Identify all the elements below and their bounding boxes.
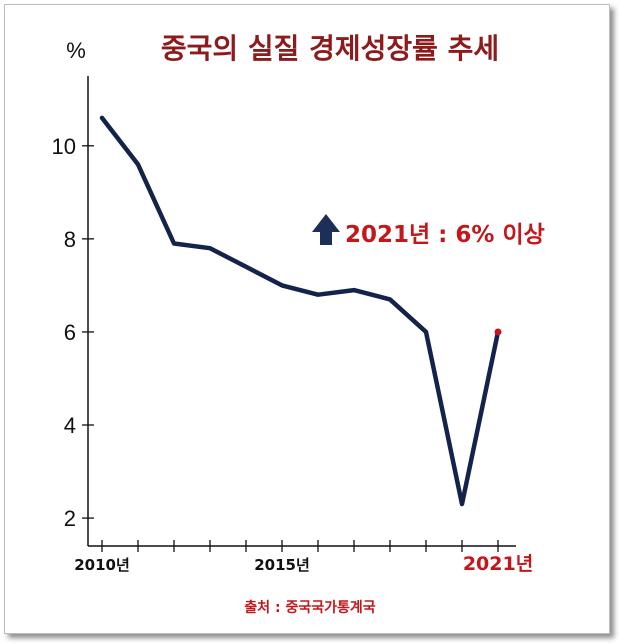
- y-tick-label: 4: [64, 413, 76, 438]
- annotation-2021: 2021년 : 6% 이상: [312, 214, 545, 248]
- y-tick-label: 10: [52, 134, 76, 159]
- series-layer: [99, 115, 502, 507]
- y-tick-label: 8: [64, 227, 76, 252]
- x-tick-label: 2010년: [74, 556, 130, 574]
- y-tick-label: 6: [64, 320, 76, 345]
- axis-ticks: [82, 145, 499, 552]
- growth-rate-line: [99, 115, 501, 507]
- y-axis-unit: %: [66, 38, 86, 63]
- point-2021: [494, 328, 502, 336]
- tick-labels: 2 4 6 8 10 2010년 2015년 2021년: [52, 134, 534, 575]
- source-note: 출처 : 중국국가통계국: [244, 599, 375, 616]
- up-arrow-icon: [312, 214, 340, 245]
- chart-title: 중국의 실질 경제성장률 추세: [161, 32, 499, 65]
- chart-frame: [4, 4, 610, 634]
- annotation-label: 2021년 : 6% 이상: [345, 222, 545, 248]
- x-tick-label: 2021년: [463, 553, 533, 575]
- x-tick-label: 2015년: [254, 556, 310, 574]
- y-tick-label: 2: [64, 506, 76, 531]
